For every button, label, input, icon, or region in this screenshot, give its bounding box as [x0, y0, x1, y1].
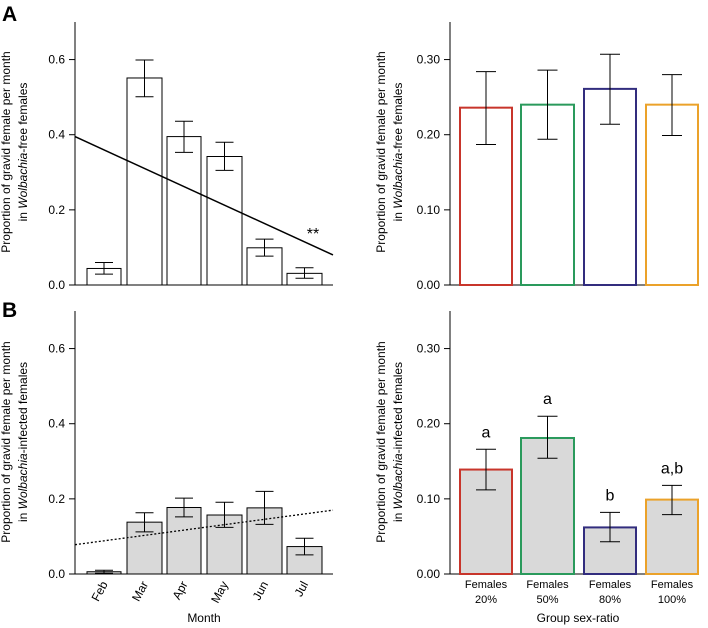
y-axis-label-line1: Proportion of gravid female per month [0, 51, 13, 252]
y-axis-label-italic: Wolbachia [16, 152, 30, 208]
y-tick-label: 0.20 [417, 417, 441, 431]
y-axis-label-line2: in Wolbachia-free females [16, 83, 30, 222]
y-tick-label: 0.4 [48, 417, 65, 431]
x-tick-label-line2: 20% [475, 594, 497, 606]
y-tick-label: 0.6 [48, 342, 65, 356]
y-axis-label-line1: Proportion of gravid female per month [374, 341, 388, 542]
y-axis-label-suffix: -free females [391, 83, 405, 153]
chart-b-left: 0.0 0.2 0.4 0.6 Proportion of gravid female … [0, 311, 334, 625]
x-axis-label: Month [187, 611, 220, 625]
y-tick-label: 0.00 [417, 567, 441, 581]
y-tick-label: 0.2 [48, 203, 65, 217]
y-axis-label-suffix: -infected females [391, 362, 405, 453]
y-axis-label-line2: in Wolbachia-infected females [391, 362, 405, 522]
bar [166, 506, 202, 575]
x-tick-label-line2: 80% [599, 594, 621, 606]
x-axis-label: Group sex-ratio [537, 611, 620, 625]
y-tick-label: 0.2 [48, 492, 65, 506]
panel-label-a: A [2, 3, 17, 26]
y-axis-label-prefix: in [391, 509, 405, 522]
x-tick-label: Mar [129, 579, 151, 604]
x-tick-label-line1: Females [526, 579, 569, 591]
y-axis-label-line1: Proportion of gravid female per month [374, 51, 388, 252]
y-axis-label-italic: Wolbachia [391, 152, 405, 208]
y-axis-label-italic: Wolbachia [391, 453, 405, 509]
y-axis-label-italic: Wolbachia [16, 453, 30, 509]
y-tick-label: 0.30 [417, 53, 441, 67]
x-tick-label: Jul [292, 579, 312, 599]
significance-letter: a [543, 391, 552, 408]
y-axis-label-line1: Proportion of gravid female per month [0, 341, 13, 542]
y-tick-label: 0.4 [48, 128, 65, 142]
chart-a-left: 0.0 0.2 0.4 0.6 Proportion of gravid female … [0, 22, 334, 292]
panel-label-b: B [2, 299, 17, 322]
x-tick-label-line2: 50% [536, 594, 558, 606]
trend-line [74, 135, 334, 256]
y-tick-label: 0.10 [417, 492, 441, 506]
x-tick-label: Feb [89, 579, 111, 604]
significance-letter: a [482, 424, 491, 441]
chart-a-right: 0.00 0.10 0.20 0.30 Proportion of gravid fem… [374, 22, 699, 292]
chart-b-right: 0.00 0.10 0.20 0.30 Proportion of gravid fem… [374, 311, 699, 625]
x-tick-label: May [208, 579, 231, 606]
x-tick-label: Jun [250, 579, 271, 603]
y-axis-label-suffix: -free females [16, 83, 30, 153]
y-axis-label-line2: in Wolbachia-free females [391, 83, 405, 222]
x-tick-label-line1: Females [465, 579, 508, 591]
y-tick-label: 0.0 [48, 567, 65, 581]
y-tick-label: 0.30 [417, 342, 441, 356]
y-axis-label-suffix: -infected females [16, 362, 30, 453]
y-axis-label-prefix: in [16, 509, 30, 522]
y-tick-label: 0.10 [417, 203, 441, 217]
significance-letter: a,b [661, 460, 683, 477]
y-tick-label: 0.20 [417, 128, 441, 142]
x-tick-label-line2: 100% [658, 594, 686, 606]
y-axis-label-prefix: in [391, 209, 405, 222]
y-tick-label: 0.0 [48, 278, 65, 292]
x-tick-label: Apr [170, 579, 191, 602]
y-tick-label: 0.00 [417, 278, 441, 292]
x-tick-label-line1: Females [589, 579, 632, 591]
trend-line [74, 509, 334, 546]
x-tick-label-line1: Females [651, 579, 694, 591]
bar [206, 156, 243, 286]
significance-annotation: ** [307, 226, 319, 243]
y-tick-label: 0.6 [48, 53, 65, 67]
y-axis-label-line2: in Wolbachia-infected females [16, 362, 30, 522]
bar [166, 136, 202, 286]
significance-letter: b [606, 487, 615, 504]
bar [520, 436, 575, 575]
bar [126, 77, 163, 286]
y-axis-label-prefix: in [16, 209, 30, 222]
